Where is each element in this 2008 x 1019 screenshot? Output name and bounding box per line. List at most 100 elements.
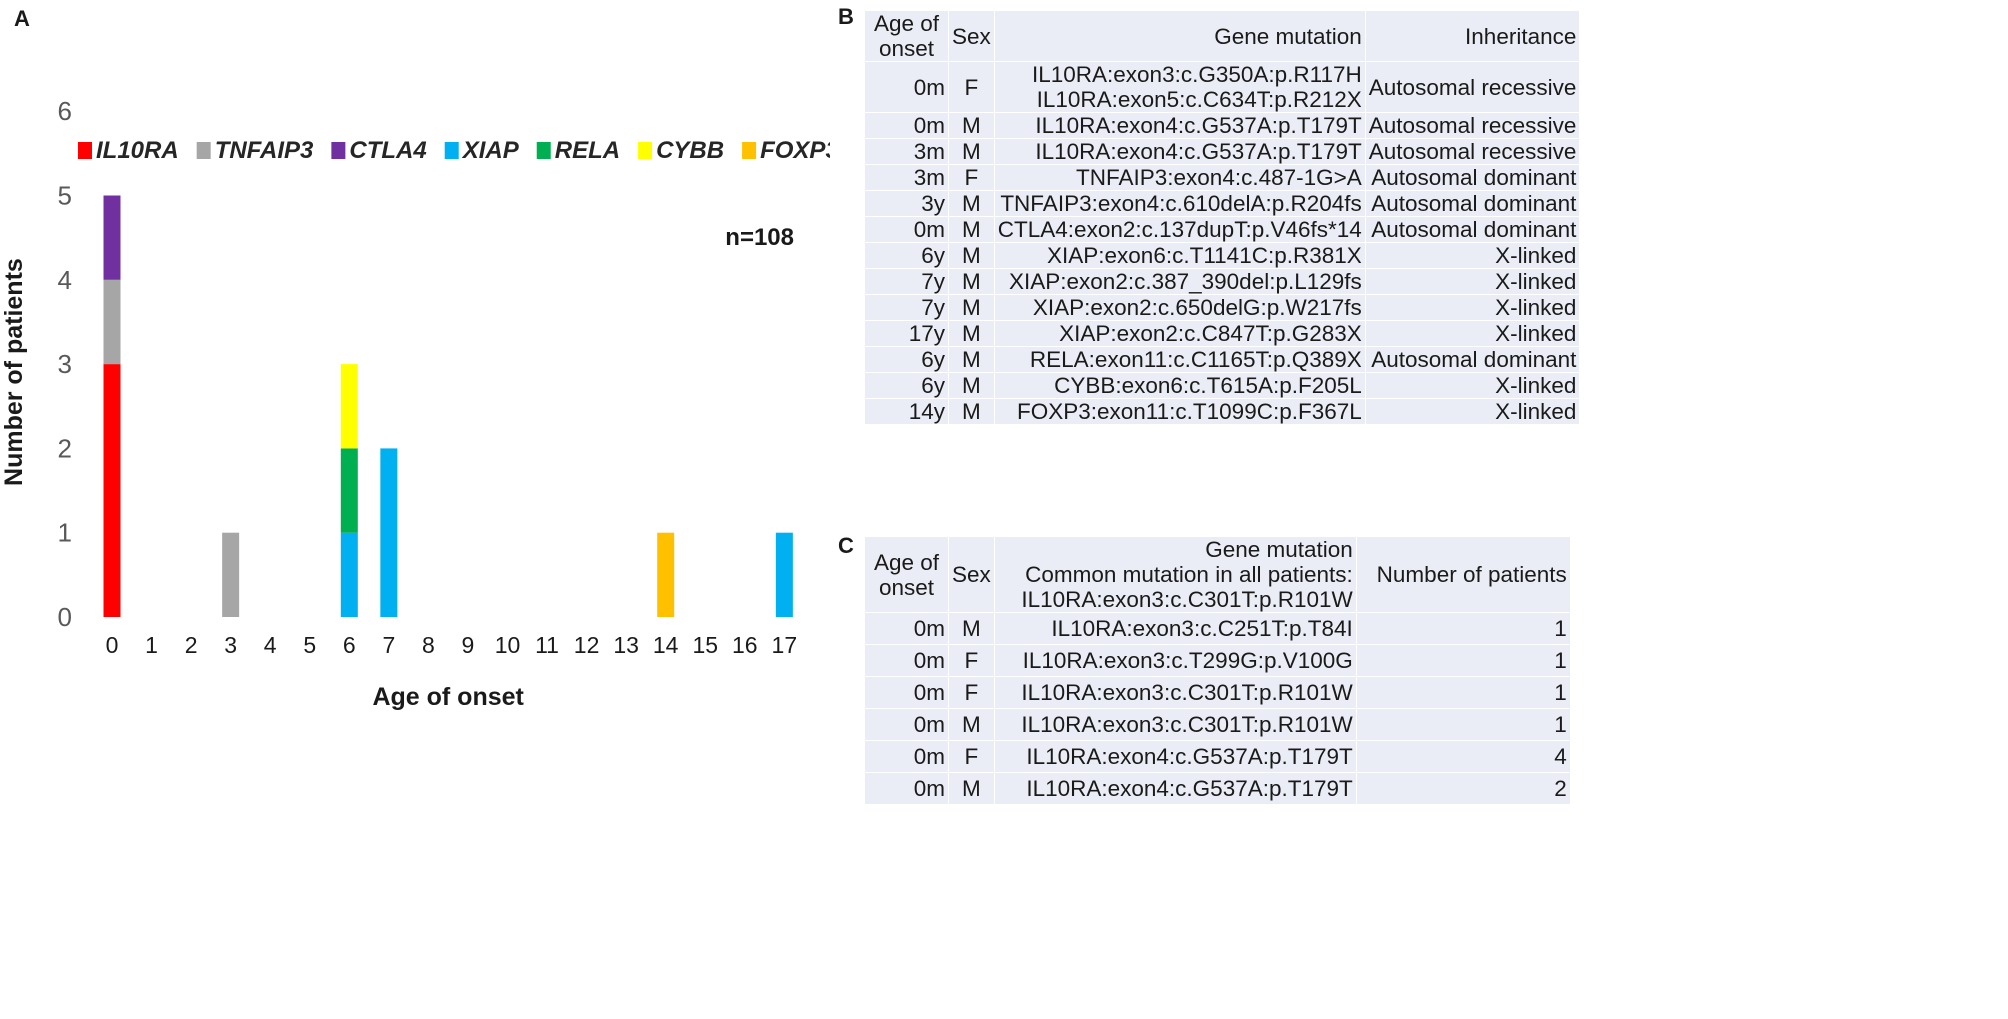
legend-swatch-ctla4: [331, 142, 346, 159]
x-tick-label: 17: [772, 632, 798, 658]
table-row: 7y M XIAP:exon2:c.650delG:p.W217fs X-linked: [864, 294, 1581, 321]
bar-xiap-6: [340, 532, 358, 617]
cell-gene-mutation-line: IL10RA:exon5:c.C634T:p.R212X: [1036, 87, 1362, 112]
cell-age: 7y: [864, 268, 949, 295]
panel-label-b: B: [838, 4, 854, 29]
cell-inheritance: Autosomal dominant: [1364, 190, 1581, 217]
cell-inheritance: Autosomal recessive: [1364, 138, 1581, 165]
cell-inheritance: X-linked: [1364, 398, 1581, 425]
y-tick-label: 4: [58, 265, 72, 295]
cell-sex: M: [948, 190, 995, 217]
x-tick-label: 10: [495, 632, 521, 658]
x-tick-label: 0: [106, 632, 119, 658]
cell-sex: F: [948, 740, 995, 773]
table-header-row: Age of onset Sex Gene mutation Common mutati…: [864, 536, 1571, 613]
y-tick-label: 3: [58, 349, 72, 379]
bar-rela-6: [340, 448, 358, 533]
cell-sex: F: [948, 644, 995, 677]
mutation-table-c: Age of onset Sex Gene mutation Common mutati…: [864, 536, 1571, 805]
x-tick-label: 7: [382, 632, 395, 658]
table-header-row: Age of onset Sex Gene mutation Inheritance: [864, 10, 1581, 62]
header-age-of-onset: Age of onset: [864, 536, 949, 613]
cell-gene-mutation: XIAP:exon2:c.650delG:p.W217fs: [993, 294, 1366, 321]
cell-gene-mutation: XIAP:exon2:c.C847T:p.G283X: [993, 320, 1366, 347]
cell-gene-mutation: TNFAIP3:exon4:c.610delA:p.R204fs: [993, 190, 1366, 217]
table-row: 0m F IL10RA:exon3:c.C301T:p.R101W 1: [864, 676, 1571, 709]
cell-gene-mutation: IL10RA:exon3:c.C251T:p.T84I: [993, 612, 1357, 645]
cell-gene-mutation: CTLA4:exon2:c.137dupT:p.V46fs*14: [993, 216, 1366, 243]
bar-xiap-17: [775, 532, 793, 617]
cell-inheritance: Autosomal recessive: [1364, 61, 1581, 113]
cell-gene-mutation: IL10RA:exon3:c.C301T:p.R101W: [993, 676, 1357, 709]
cell-age: 14y: [864, 398, 949, 425]
cell-age: 6y: [864, 372, 949, 399]
cell-number-of-patients: 2: [1355, 772, 1571, 805]
header-gene-mutation: Gene mutation Common mutation in all pati…: [993, 536, 1357, 613]
sample-size-annotation: n=108: [725, 224, 794, 251]
cell-gene-mutation: RELA:exon11:c.C1165T:p.Q389X: [993, 346, 1366, 373]
cell-sex: M: [948, 612, 995, 645]
table-row: 0m M IL10RA:exon4:c.G537A:p.T179T Autosomal…: [864, 112, 1581, 139]
table-row: 3m M IL10RA:exon4:c.G537A:p.T179T Autosomal…: [864, 138, 1581, 165]
table-row: 3y M TNFAIP3:exon4:c.610delA:p.R204fs Autos…: [864, 190, 1581, 217]
table-row: 6y M RELA:exon11:c.C1165T:p.Q389X Autosomal…: [864, 346, 1581, 373]
legend-swatch-tnfaip3: [196, 142, 211, 159]
header-gene-mutation-line: Common mutation in all patients:: [1025, 562, 1353, 587]
header-gene-mutation: Gene mutation: [993, 10, 1366, 62]
bar-tnfaip3-0: [103, 279, 121, 365]
table-row: 0m F IL10RA:exon3:c.T299G:p.V100G 1: [864, 644, 1571, 677]
x-tick-label: 1: [145, 632, 158, 658]
header-age-of-onset-line: onset: [878, 36, 935, 61]
y-tick-label: 0: [58, 602, 72, 632]
cell-inheritance: Autosomal dominant: [1364, 346, 1581, 373]
legend-swatch-foxp3: [742, 142, 757, 159]
header-age-of-onset-line: Age of: [873, 549, 940, 575]
x-tick-label: 12: [574, 632, 600, 658]
cell-gene-mutation: TNFAIP3:exon4:c.487-1G>A: [993, 164, 1366, 191]
cell-gene-mutation: CYBB:exon6:c.T615A:p.F205L: [993, 372, 1366, 399]
cell-sex: M: [948, 346, 995, 373]
legend-label-ctla4: CTLA4: [349, 137, 426, 164]
cell-sex: F: [948, 676, 995, 709]
y-axis-title: Number of patients: [0, 258, 28, 486]
cell-gene-mutation: IL10RA:exon4:c.G537A:p.T179T: [993, 740, 1357, 773]
y-tick-label: 1: [58, 518, 72, 548]
header-gene-mutation-line: Gene mutation: [1205, 537, 1353, 562]
cell-sex: M: [948, 320, 995, 347]
cell-gene-mutation: IL10RA:exon3:c.G350A:p.R117H IL10RA:exon5…: [993, 61, 1366, 113]
cell-age: 3m: [864, 138, 949, 165]
cell-sex: M: [948, 372, 995, 399]
bar-il10ra-0: [103, 364, 121, 617]
legend-swatch-cybb: [638, 142, 653, 159]
table-row: 0m M IL10RA:exon3:c.C251T:p.T84I 1: [864, 612, 1571, 645]
x-tick-label: 4: [264, 632, 277, 658]
cell-gene-mutation: XIAP:exon6:c.T1141C:p.R381X: [993, 242, 1366, 269]
cell-sex: F: [948, 61, 995, 113]
cell-inheritance: X-linked: [1364, 320, 1581, 347]
cell-sex: M: [948, 112, 995, 139]
cell-age: 0m: [864, 740, 949, 773]
legend-label-rela: RELA: [555, 137, 620, 164]
cell-sex: M: [948, 268, 995, 295]
cell-sex: M: [948, 708, 995, 741]
header-age-of-onset: Age of onset: [864, 10, 949, 62]
header-number-of-patients: Number of patients: [1355, 536, 1571, 613]
bar-tnfaip3-3: [222, 532, 240, 617]
y-tick-label: 5: [58, 181, 72, 211]
cell-inheritance: Autosomal recessive: [1364, 112, 1581, 139]
cell-inheritance: X-linked: [1364, 294, 1581, 321]
cell-age: 6y: [864, 242, 949, 269]
cell-sex: M: [948, 772, 995, 805]
header-gene-mutation-line: IL10RA:exon3:c.C301T:p.R101W: [1021, 587, 1353, 612]
header-sex: Sex: [948, 536, 995, 613]
header-age-of-onset-line: onset: [878, 574, 935, 600]
cell-gene-mutation: IL10RA:exon4:c.G537A:p.T179T: [993, 138, 1366, 165]
legend-label-xiap: XIAP: [461, 137, 520, 164]
table-row: 7y M XIAP:exon2:c.387_390del:p.L129fs X-lin…: [864, 268, 1581, 295]
bar-ctla4-0: [103, 195, 121, 280]
x-tick-label: 5: [303, 632, 316, 658]
cell-sex: F: [948, 164, 995, 191]
cell-sex: M: [948, 242, 995, 269]
x-tick-label: 9: [462, 632, 475, 658]
bar-cybb-6: [340, 364, 358, 449]
